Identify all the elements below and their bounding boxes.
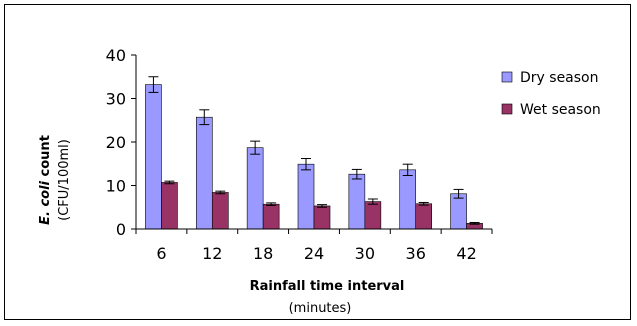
bar-wet-season bbox=[313, 205, 331, 230]
x-tick-label: 18 bbox=[253, 244, 273, 263]
x-tick-label: 12 bbox=[202, 244, 222, 263]
y-axis-title: E. coli count bbox=[38, 135, 53, 225]
y-axis-unit: (CFU/100ml) bbox=[57, 139, 72, 221]
y-tick-label: 30 bbox=[106, 90, 126, 109]
bar-dry-season bbox=[297, 163, 315, 230]
y-tick-label: 10 bbox=[106, 177, 126, 196]
x-axis-title: Rainfall time interval bbox=[250, 279, 405, 294]
bar-wet-season bbox=[161, 182, 178, 230]
bar-wet-season bbox=[211, 192, 229, 230]
bar-wet-season bbox=[364, 201, 382, 230]
legend-swatch-dry-season bbox=[501, 71, 513, 83]
y-tick-label: 0 bbox=[116, 220, 126, 239]
x-tick-label: 30 bbox=[355, 244, 375, 263]
legend-label-dry-season: Dry season bbox=[520, 70, 599, 86]
bar-dry-season bbox=[450, 193, 467, 230]
bar-wet-season bbox=[415, 203, 433, 230]
x-tick-label: 6 bbox=[156, 244, 166, 263]
y-tick-label: 20 bbox=[106, 133, 126, 152]
x-tick-label: 24 bbox=[304, 244, 324, 263]
bar-dry-season bbox=[246, 147, 264, 230]
chart-frame bbox=[4, 4, 631, 320]
x-axis-unit: (minutes) bbox=[289, 301, 352, 316]
y-tick-label: 40 bbox=[106, 46, 126, 65]
axis-layer: 0 10 20 30 40 6 12 18 24 30 36 42 bbox=[106, 46, 493, 263]
x-tick-label: 42 bbox=[456, 244, 476, 263]
bar-wet-season bbox=[262, 203, 280, 230]
y-axis-title-bold: count bbox=[38, 135, 53, 181]
legend: Dry season Wet season bbox=[501, 70, 601, 118]
bar-dry-season bbox=[348, 173, 366, 230]
y-axis-title-italic: E. coli bbox=[38, 180, 53, 224]
bar-dry-season bbox=[145, 84, 162, 230]
bars-layer bbox=[145, 76, 483, 230]
bar-dry-season bbox=[399, 169, 417, 230]
legend-label-wet-season: Wet season bbox=[520, 102, 601, 118]
bar-dry-season bbox=[195, 116, 213, 230]
x-tick-label: 36 bbox=[406, 244, 426, 263]
legend-swatch-wet-season bbox=[501, 103, 513, 115]
